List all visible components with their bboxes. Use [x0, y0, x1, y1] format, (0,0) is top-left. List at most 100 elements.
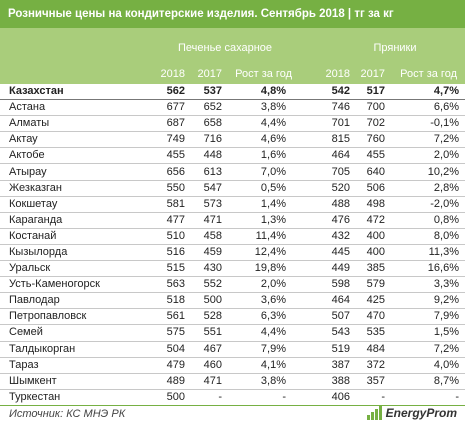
- value-cell: 8,7%: [385, 373, 465, 390]
- value-cell: 406: [292, 389, 350, 406]
- table-row: Павлодар 518 500 3,6% 464 425 9,2%: [0, 292, 465, 310]
- value-cell: 542: [292, 84, 350, 101]
- energyprom-logo: EnergyProm: [366, 406, 457, 420]
- value-cell: 815: [292, 131, 350, 149]
- value-cell: 357: [350, 373, 385, 390]
- value-cell: 472: [350, 212, 385, 229]
- price-table: Казахстан 562 537 4,8% 542 517 4,7% Астана 677 65…: [0, 84, 465, 406]
- table-row: Костанай 510 458 11,4% 432 400 8,0%: [0, 228, 465, 245]
- value-cell: 455: [350, 147, 385, 165]
- value-cell: 702: [350, 115, 385, 133]
- value-cell: -: [185, 389, 222, 406]
- value-cell: 3,6%: [222, 292, 292, 310]
- value-cell: 470: [350, 308, 385, 326]
- table-row: Атырау 656 613 7,0% 705 640 10,2%: [0, 163, 465, 181]
- bars-icon: [366, 406, 382, 420]
- value-cell: 464: [292, 292, 350, 310]
- value-cell: 425: [350, 292, 385, 310]
- value-cell: 613: [185, 163, 222, 181]
- value-cell: 385: [350, 260, 385, 278]
- value-cell: 489: [140, 373, 185, 390]
- group-header-gingerbread: Пряники: [373, 42, 417, 54]
- value-cell: 467: [185, 341, 222, 358]
- table-row: Актау 749 716 4,6% 815 760 7,2%: [0, 131, 465, 149]
- value-cell: 7,2%: [385, 131, 465, 149]
- subheader-cookies-2018: 2018: [160, 68, 185, 80]
- value-cell: 573: [185, 196, 222, 213]
- value-cell: 537: [185, 84, 222, 101]
- region-cell: Петропавловск: [0, 308, 140, 326]
- table-row: Тараз 479 460 4,1% 387 372 4,0%: [0, 357, 465, 374]
- region-cell: Уральск: [0, 260, 140, 278]
- table-row: Семей 575 551 4,4% 543 535 1,5%: [0, 324, 465, 342]
- region-cell: Семей: [0, 324, 140, 342]
- value-cell: 6,3%: [222, 308, 292, 326]
- value-cell: 479: [140, 357, 185, 374]
- value-cell: 400: [350, 228, 385, 245]
- value-cell: 7,0%: [222, 163, 292, 181]
- value-cell: 563: [140, 276, 185, 294]
- value-cell: 510: [140, 228, 185, 245]
- value-cell: 430: [185, 260, 222, 278]
- value-cell: 581: [140, 196, 185, 213]
- value-cell: 547: [185, 180, 222, 197]
- subheader-gingerbread-growth: Рост за год: [400, 68, 457, 80]
- value-cell: 705: [292, 163, 350, 181]
- value-cell: 4,8%: [222, 84, 292, 101]
- value-cell: 471: [185, 212, 222, 229]
- footer-divider: [0, 405, 465, 406]
- region-cell: Астана: [0, 99, 140, 117]
- value-cell: 3,8%: [222, 373, 292, 390]
- table-row: Уральск 515 430 19,8% 449 385 16,6%: [0, 260, 465, 278]
- value-cell: 1,3%: [222, 212, 292, 229]
- value-cell: 500: [140, 389, 185, 406]
- value-cell: 551: [185, 324, 222, 342]
- value-cell: 1,6%: [222, 147, 292, 165]
- value-cell: 459: [185, 244, 222, 262]
- value-cell: 640: [350, 163, 385, 181]
- value-cell: 528: [185, 308, 222, 326]
- value-cell: 460: [185, 357, 222, 374]
- value-cell: 464: [292, 147, 350, 165]
- value-cell: -0,1%: [385, 115, 465, 133]
- region-cell: Кызылорда: [0, 244, 140, 262]
- table-row: Усть-Каменогорск 563 552 2,0% 598 579 3,3%: [0, 276, 465, 294]
- value-cell: 550: [140, 180, 185, 197]
- value-cell: 3,8%: [222, 99, 292, 117]
- table-row: Алматы 687 658 4,4% 701 702 -0,1%: [0, 115, 465, 133]
- region-cell: Шымкент: [0, 373, 140, 390]
- table-row: Талдыкорган 504 467 7,9% 519 484 7,2%: [0, 341, 465, 358]
- value-cell: 746: [292, 99, 350, 117]
- value-cell: 16,6%: [385, 260, 465, 278]
- value-cell: 0,5%: [222, 180, 292, 197]
- value-cell: 701: [292, 115, 350, 133]
- region-cell: Усть-Каменогорск: [0, 276, 140, 294]
- value-cell: 4,7%: [385, 84, 465, 101]
- value-cell: 10,2%: [385, 163, 465, 181]
- value-cell: 598: [292, 276, 350, 294]
- value-cell: 445: [292, 244, 350, 262]
- value-cell: 2,0%: [222, 276, 292, 294]
- value-cell: 2,0%: [385, 147, 465, 165]
- source-note: Источник: КС МНЭ РК: [9, 408, 126, 420]
- table-row: Туркестан 500- -406- -: [0, 389, 465, 406]
- value-cell: 518: [140, 292, 185, 310]
- value-cell: 2,8%: [385, 180, 465, 197]
- value-cell: 749: [140, 131, 185, 149]
- value-cell: 579: [350, 276, 385, 294]
- value-cell: 760: [350, 131, 385, 149]
- value-cell: 652: [185, 99, 222, 117]
- table-row: Кокшетау 581 573 1,4% 488 498 -2,0%: [0, 196, 465, 213]
- subheader-gingerbread-2018: 2018: [325, 68, 350, 80]
- value-cell: 575: [140, 324, 185, 342]
- table-row: Шымкент 489 471 3,8% 388 357 8,7%: [0, 373, 465, 390]
- value-cell: 516: [140, 244, 185, 262]
- value-cell: 471: [185, 373, 222, 390]
- value-cell: 656: [140, 163, 185, 181]
- value-cell: 500: [185, 292, 222, 310]
- subheader-cookies-growth: Рост за год: [235, 68, 292, 80]
- group-header-cookies: Печенье сахарное: [177, 42, 273, 54]
- table-row: Астана 677 652 3,8% 746 700 6,6%: [0, 99, 465, 117]
- region-cell: Павлодар: [0, 292, 140, 310]
- value-cell: 400: [350, 244, 385, 262]
